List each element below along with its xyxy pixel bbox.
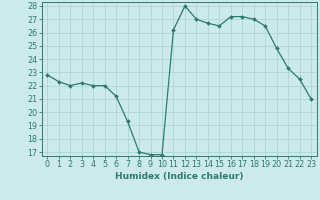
X-axis label: Humidex (Indice chaleur): Humidex (Indice chaleur) bbox=[115, 172, 244, 181]
